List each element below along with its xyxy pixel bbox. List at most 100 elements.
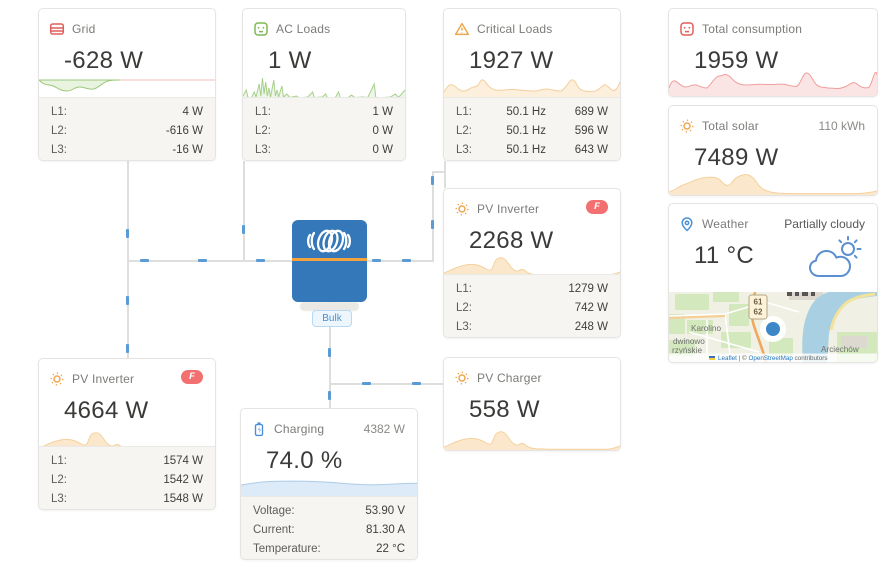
critical-loads-card[interactable]: Critical Loads 1927 W L1: 50.1 Hz 689 W L2… bbox=[443, 8, 621, 161]
map-marker[interactable] bbox=[766, 322, 780, 336]
pv-inverter-phase-table: L1: 1279 W L2: 742 W L3: 248 W bbox=[444, 274, 620, 337]
svg-text:Leaflet | © OpenStreetMap cont: Leaflet | © OpenStreetMap contributors bbox=[718, 354, 828, 362]
grid-sparkline bbox=[39, 72, 215, 98]
weather-condition: Partially cloudy bbox=[784, 217, 865, 231]
card-value: 4664 W bbox=[64, 397, 149, 424]
flow-indicator bbox=[140, 259, 149, 262]
battery-details-table: Voltage: 53.90 V Current: 81.30 A Temperat… bbox=[241, 496, 417, 559]
card-value: -628 W bbox=[64, 47, 144, 74]
phase-row: L3: 248 W bbox=[456, 321, 608, 333]
flow-indicator bbox=[256, 259, 265, 262]
route-badge: 61 62 bbox=[748, 294, 768, 320]
battery-charging-card[interactable]: Charging 4382 W 74.0 % Voltage: 53.90 V C… bbox=[240, 408, 418, 560]
critical-loads-sparkline bbox=[444, 72, 620, 98]
detail-row: Current: 81.30 A bbox=[253, 524, 405, 536]
phase-row: L3: 50.1 Hz 643 W bbox=[456, 144, 608, 156]
phase-row: L3: -16 W bbox=[51, 144, 203, 156]
total-solar-card[interactable]: Total solar 110 kWh 7489 W bbox=[668, 105, 878, 196]
inverter-shadow bbox=[300, 302, 359, 311]
card-label: Critical Loads bbox=[477, 22, 553, 36]
weather-card[interactable]: Weather Partially cloudy 11 °C bbox=[668, 203, 878, 363]
flow-indicator bbox=[126, 229, 129, 238]
detail-row: Temperature: 22 °C bbox=[253, 543, 405, 555]
ac-loads-sparkline bbox=[243, 72, 405, 98]
fronius-badge: F bbox=[586, 200, 608, 214]
flow-indicator bbox=[402, 259, 411, 262]
inverter-image[interactable] bbox=[292, 220, 367, 302]
pv-inverter-right-card[interactable]: PV Inverter F 2268 W L1: 1279 W L2: 742 W … bbox=[443, 188, 621, 338]
pv-charger-sparkline bbox=[444, 424, 620, 450]
svg-text:61: 61 bbox=[754, 298, 763, 307]
card-value: 1959 W bbox=[694, 47, 779, 74]
card-label: PV Inverter bbox=[72, 372, 135, 386]
grid-card[interactable]: Grid -628 W L1: 4 W L2: -616 W L3: -16 W bbox=[38, 8, 216, 161]
total-solar-sparkline bbox=[669, 165, 877, 195]
flow-indicator bbox=[126, 344, 129, 353]
card-value: 558 W bbox=[469, 396, 540, 423]
connection-line-pvcharger-horizontal bbox=[329, 383, 443, 385]
connection-line-acloads-vertical bbox=[243, 161, 245, 262]
flow-indicator bbox=[431, 220, 434, 229]
flow-indicator bbox=[412, 382, 421, 385]
grid-phase-table: L1: 4 W L2: -616 W L3: -16 W bbox=[39, 97, 215, 160]
ac-loads-card[interactable]: AC Loads 1 W L1: 1 W L2: 0 W L3: 0 W bbox=[242, 8, 406, 161]
phase-row: L1: 4 W bbox=[51, 106, 203, 118]
phase-row: L1: 1 W bbox=[255, 106, 393, 118]
card-label: Total consumption bbox=[702, 22, 803, 36]
card-label: Total solar bbox=[702, 119, 759, 133]
svg-text:62: 62 bbox=[754, 308, 763, 317]
flow-indicator bbox=[198, 259, 207, 262]
leaflet-link[interactable]: Leaflet bbox=[718, 355, 737, 362]
card-value: 2268 W bbox=[469, 227, 554, 254]
soc-sparkline bbox=[241, 475, 417, 497]
sun-icon bbox=[49, 371, 65, 387]
pv-inverter-phase-table: L1: 1574 W L2: 1542 W L3: 1548 W bbox=[39, 446, 215, 509]
card-label: Weather bbox=[702, 217, 749, 231]
connection-line-critical-to-pv bbox=[444, 161, 446, 188]
card-value: 7489 W bbox=[694, 144, 779, 171]
total-consumption-sparkline bbox=[669, 66, 877, 96]
total-solar-energy: 110 kWh bbox=[818, 119, 865, 133]
flow-indicator bbox=[362, 382, 371, 385]
map-place-label: Karolino bbox=[691, 324, 721, 333]
connection-line-critical-vertical bbox=[432, 171, 434, 262]
charging-power: 4382 W bbox=[363, 422, 405, 436]
connection-line-critical-stub bbox=[432, 171, 445, 173]
flow-indicator bbox=[126, 296, 129, 305]
socket-icon bbox=[253, 21, 269, 37]
card-value: 11 °C bbox=[694, 242, 755, 269]
phase-row: L1: 50.1 Hz 689 W bbox=[456, 106, 608, 118]
phase-row: L2: 0 W bbox=[255, 125, 393, 137]
card-label: AC Loads bbox=[276, 22, 331, 36]
map-place-label: rzyńskie bbox=[672, 346, 702, 355]
phase-row: L3: 1548 W bbox=[51, 493, 203, 505]
sun-icon bbox=[454, 370, 470, 386]
pv-inverter-sparkline bbox=[444, 250, 620, 276]
grid-meter-icon bbox=[49, 21, 65, 37]
battery-icon bbox=[251, 421, 267, 437]
pv-inverter-left-card[interactable]: PV Inverter F 4664 W L1: 1574 W L2: 1542 W… bbox=[38, 358, 216, 510]
location-map[interactable]: 61 62 Karolino dwinowo rzyńskie Arciechó… bbox=[669, 292, 877, 362]
total-consumption-card[interactable]: Total consumption 1959 W bbox=[668, 8, 878, 97]
flow-indicator bbox=[431, 176, 434, 185]
warning-triangle-icon bbox=[454, 21, 470, 37]
ac-loads-phase-table: L1: 1 W L2: 0 W L3: 0 W bbox=[243, 97, 405, 160]
phase-row: L1: 1574 W bbox=[51, 455, 203, 467]
card-label: Grid bbox=[72, 22, 96, 36]
fronius-badge: F bbox=[181, 370, 203, 384]
card-value: 1 W bbox=[268, 47, 312, 74]
pv-charger-card[interactable]: PV Charger 558 W bbox=[443, 357, 621, 451]
detail-row: Voltage: 53.90 V bbox=[253, 505, 405, 517]
phase-row: L2: -616 W bbox=[51, 125, 203, 137]
partially-cloudy-icon bbox=[809, 236, 862, 277]
location-pin-icon bbox=[679, 216, 695, 232]
openstreetmap-link[interactable]: OpenStreetMap bbox=[748, 355, 793, 362]
charge-state-badge: Bulk bbox=[312, 310, 352, 327]
phase-row: L2: 742 W bbox=[456, 302, 608, 314]
card-label: PV Charger bbox=[477, 371, 542, 385]
phase-row: L2: 1542 W bbox=[51, 474, 203, 486]
map-place-label: dwinowo bbox=[673, 337, 705, 346]
socket-icon bbox=[679, 21, 695, 37]
flow-indicator bbox=[328, 391, 331, 400]
